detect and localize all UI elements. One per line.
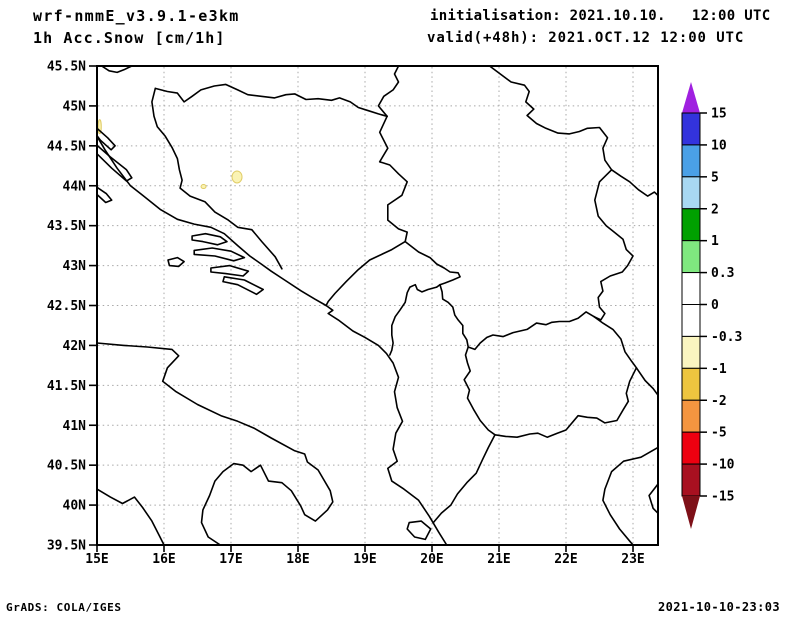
border-drina-serbia-bosnia: [378, 115, 408, 243]
y-axis-label: 40N: [63, 499, 87, 514]
border-serbia-romania-danube: [488, 66, 658, 197]
border-serbia-montenegro-kosovo: [404, 240, 461, 288]
colorbar-label: -5: [711, 426, 727, 441]
y-axis-label: 43.5N: [47, 219, 86, 234]
y-axis-label: 41N: [63, 419, 87, 434]
colorbar-label: 2: [711, 202, 719, 217]
x-axis-label: 23E: [621, 552, 644, 567]
border-macedonia-greece-south: [494, 400, 630, 438]
x-axis-label: 16E: [152, 552, 175, 567]
coast-italy-adriatic-heel: [97, 342, 334, 545]
y-axis-label: 40.5N: [47, 459, 86, 474]
border-una-croatia-bosnia-west: [151, 87, 283, 270]
x-axis-label: 19E: [353, 552, 376, 567]
island-korcula: [210, 264, 250, 277]
island-brac: [191, 232, 228, 246]
x-axis-label: 18E: [286, 552, 309, 567]
border-kosovo-albania-macedonia-west: [439, 283, 496, 436]
colorbar-segment: [681, 304, 701, 337]
coast-calabria-west: [97, 488, 165, 545]
colorbar-segment: [681, 144, 701, 178]
border-macedonia-bulgaria-east: [593, 315, 638, 403]
colorbar-segment: [681, 176, 701, 210]
colorbar-label: 1: [711, 234, 719, 249]
y-axis-label: 43N: [63, 259, 87, 274]
colorbar-segment: [681, 208, 701, 242]
colorbar-label: 0.3: [711, 266, 734, 281]
colorbar-segment: [681, 112, 701, 146]
grads-credit: GrADS: COLA/IGES: [6, 601, 122, 614]
border-serbia-bulgaria: [593, 169, 634, 321]
colorbar-segment: [681, 272, 701, 306]
init-time-label: initialisation: 2021.10.10. 12:00 UTC: [430, 8, 771, 24]
coast-aegean-greece: [602, 446, 658, 545]
colorbar-label: -15: [711, 490, 734, 505]
y-axis-label: 41.5N: [47, 379, 86, 394]
border-macedonia-north: [467, 311, 595, 351]
y-axis-label: 39.5N: [47, 539, 86, 554]
colorbar-segment: [681, 240, 701, 274]
colorbar-label: 10: [711, 138, 727, 153]
title-variable: 1h Acc.Snow [cm/1h]: [33, 29, 226, 47]
colorbar-top-triangle: [682, 82, 700, 113]
island-pag: [97, 144, 133, 182]
title-model: wrf-nmmE_v3.9.1-e3km: [33, 7, 240, 25]
x-axis-label: 22E: [554, 552, 577, 567]
x-axis-label: 20E: [420, 552, 443, 567]
creation-timestamp: 2021-10-10-23:03: [658, 600, 780, 614]
coast-chalkidiki: [648, 483, 658, 514]
colorbar-label: 0: [711, 298, 719, 313]
island-rab: [97, 127, 116, 151]
gridlines: [98, 67, 657, 544]
colorbar-label: -2: [711, 394, 727, 409]
y-axis-label: 45N: [63, 99, 87, 114]
border-montenegro-albania: [389, 283, 438, 356]
snow-spot: [231, 170, 243, 184]
island-vis: [167, 256, 185, 268]
colorbar-bottom-triangle: [682, 496, 700, 529]
border-sava-north-bosnia: [154, 83, 388, 118]
border-bosnia-montenegro: [325, 240, 406, 307]
island-hvar: [193, 247, 246, 262]
coast-adriatic-east: [97, 135, 448, 545]
border-albania-greece: [432, 434, 496, 524]
y-axis-label: 42.5N: [47, 299, 86, 314]
colorbar-label: -1: [711, 362, 727, 377]
colorbar-segment: [681, 431, 701, 465]
y-axis-label: 44N: [63, 179, 87, 194]
x-axis-label: 15E: [85, 552, 108, 567]
colorbar-label: -10: [711, 458, 735, 473]
y-axis-label: 42N: [63, 339, 87, 354]
axes: 45.5N 45N 44.5N 44N 43.5N 43N 42.5N 42N 41.5N 41N…: [47, 60, 645, 568]
colorbar-segment: [681, 367, 701, 401]
border-croatia-serbia-north: [377, 66, 400, 118]
colorbar-label: 5: [711, 170, 719, 185]
peninsula-peljesac: [222, 276, 264, 296]
y-axis-label: 44.5N: [47, 139, 86, 154]
colorbar-label: 15: [711, 107, 727, 122]
island-dugi-otok: [97, 186, 113, 204]
x-axis-label: 21E: [487, 552, 510, 567]
x-axis-label: 17E: [219, 552, 242, 567]
map-outlines: [97, 66, 658, 545]
snow-contour-spots: [97, 119, 243, 190]
colorbar-segment: [681, 335, 701, 369]
valid-time-label: valid(+48h): 2021.OCT.12 12:00 UTC: [427, 30, 745, 46]
snow-spot: [200, 184, 207, 190]
colorbar: 15 10 5 2 1 0.3 0 -0.3 -1 -2 -5 -10 -15: [681, 82, 742, 529]
y-axis-label: 45.5N: [47, 60, 86, 75]
border-slovenia-croatia-nw: [100, 66, 133, 74]
colorbar-segment: [681, 463, 701, 497]
colorbar-segment: [681, 399, 701, 433]
border-greece-bulgaria: [635, 367, 658, 396]
colorbar-label: -0.3: [711, 330, 742, 345]
island-corfu: [406, 520, 432, 541]
